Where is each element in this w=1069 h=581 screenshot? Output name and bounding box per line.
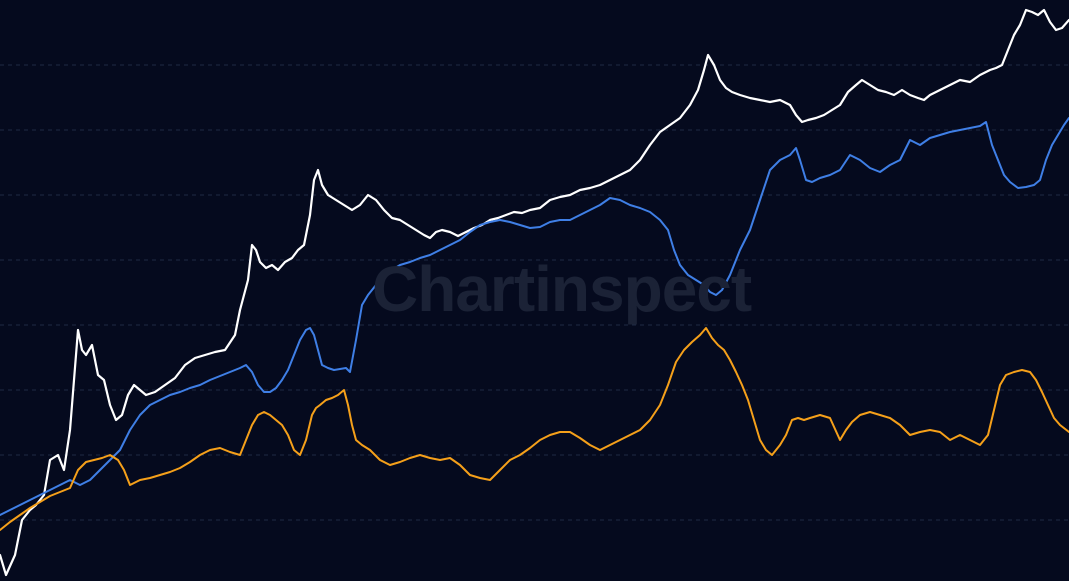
watermark-logo: Chartinspect: [372, 253, 752, 325]
blue-series-line: [0, 117, 1069, 516]
series-group: [0, 8, 1069, 577]
orange-series-line: [0, 327, 1069, 531]
white-series-line: [0, 8, 1069, 577]
grid-lines: [0, 64, 1069, 521]
